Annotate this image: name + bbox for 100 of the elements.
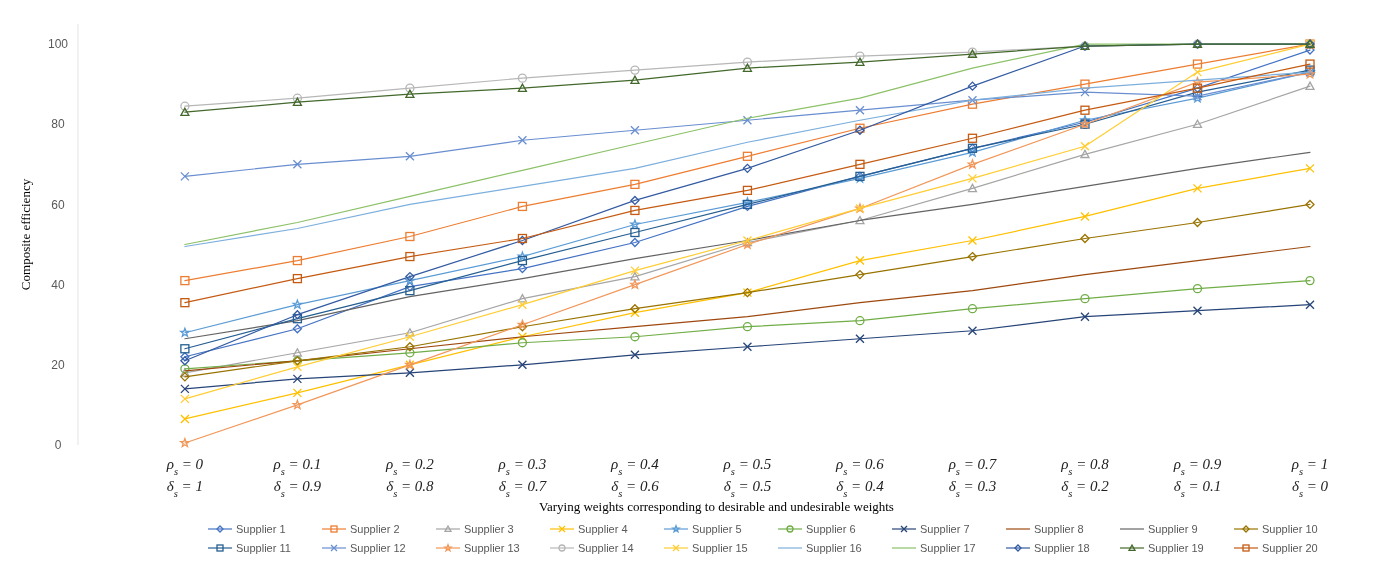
point: [1192, 67, 1203, 77]
point: [1192, 283, 1203, 294]
point: [405, 251, 415, 262]
point: [292, 299, 303, 309]
point: [292, 314, 303, 324]
point: [742, 342, 753, 352]
y-tick-label: 20: [51, 358, 65, 373]
point: [1080, 149, 1090, 159]
point: [1080, 141, 1090, 151]
point: [517, 251, 528, 261]
point: [630, 205, 640, 216]
point: [630, 237, 640, 248]
point: [1305, 199, 1315, 210]
point: [630, 227, 640, 238]
point: [180, 394, 190, 404]
point: [855, 255, 865, 266]
point: [630, 75, 640, 84]
x-tick-label: ρ$_{s}$ = 0.9 δ$_{s}$ = 0.1: [1172, 456, 1222, 499]
point: [405, 348, 415, 358]
point: [855, 159, 865, 169]
point: [405, 342, 415, 352]
x-tick-label: ρ$_{s}$ = 0.2 δ$_{s}$ = 0.8: [385, 456, 435, 499]
legend-label: Supplier 3: [464, 522, 514, 535]
point: [517, 201, 528, 212]
point: [180, 356, 190, 366]
point: [180, 372, 190, 382]
legend-label: Supplier 17: [920, 541, 976, 554]
point: [405, 271, 415, 282]
point: [630, 279, 640, 289]
point: [1080, 294, 1090, 304]
point: [1080, 233, 1090, 244]
point: [517, 300, 528, 310]
point: [967, 326, 978, 336]
point: [1305, 275, 1315, 286]
point: [180, 275, 190, 286]
legend-label: Supplier 5: [692, 522, 742, 535]
point: [1305, 45, 1315, 55]
point: [405, 332, 415, 342]
point: [292, 93, 303, 103]
point: [630, 271, 640, 281]
point: [292, 348, 303, 357]
point: [967, 81, 978, 91]
y-tick-label: 0: [54, 438, 62, 453]
legend-label: Supplier 13: [464, 541, 520, 554]
point: [967, 173, 978, 184]
legend-label: Supplier 19: [1148, 541, 1204, 554]
point: [742, 151, 753, 161]
legend-label: Supplier 2: [350, 522, 400, 535]
point: [967, 304, 978, 314]
point: [630, 332, 640, 342]
y-tick-label: 80: [51, 117, 65, 132]
point: [292, 97, 303, 107]
point: [630, 304, 640, 314]
point: [855, 316, 865, 326]
point: [855, 105, 865, 115]
point: [180, 107, 190, 117]
point: [742, 185, 753, 196]
point: [180, 437, 190, 448]
point: [855, 269, 865, 280]
point: [630, 195, 640, 206]
point: [292, 255, 303, 266]
point: [517, 294, 528, 303]
point: [517, 73, 528, 83]
y-tick-label: 100: [47, 37, 69, 52]
point: [517, 338, 528, 348]
x-tick-label: ρ$_{s}$ = 0.7 δ$_{s}$ = 0.3: [947, 456, 998, 499]
point: [630, 219, 640, 229]
point: [967, 251, 978, 262]
point: [405, 231, 415, 242]
point: [1305, 81, 1315, 90]
point: [180, 344, 190, 354]
legend-label: Supplier 16: [806, 541, 862, 554]
point: [1080, 79, 1090, 89]
point: [967, 95, 978, 105]
point: [405, 89, 415, 99]
point: [180, 327, 190, 337]
point: [1080, 105, 1090, 115]
point: [405, 275, 415, 285]
point: [967, 133, 978, 143]
point: [967, 99, 978, 109]
x-tick-label: ρ$_{s}$ = 1 δ$_{s}$ = 0: [1290, 456, 1329, 499]
point: [517, 83, 528, 92]
x-tick-label: ρ$_{s}$ = 0.4 δ$_{s}$ = 0.6: [610, 456, 660, 499]
x-tick-label: ρ$_{s}$ = 0.8 δ$_{s}$ = 0.2: [1060, 456, 1110, 499]
legend-label: Supplier 10: [1262, 522, 1318, 535]
point: [1080, 312, 1090, 322]
point: [630, 179, 640, 190]
point: [1305, 59, 1315, 69]
point: [967, 159, 978, 169]
point: [292, 388, 303, 398]
point: [630, 125, 640, 135]
legend-label: Supplier 7: [920, 522, 970, 535]
point: [1192, 217, 1203, 228]
x-tick-label: ρ$_{s}$ = 0.5 δ$_{s}$ = 0.5: [722, 456, 772, 499]
point: [292, 399, 303, 410]
point: [292, 374, 303, 384]
point: [742, 322, 753, 332]
x-axis-title: Varying weights corresponding to desirable and undesirable weights: [539, 499, 894, 514]
point: [1080, 87, 1090, 97]
x-tick-label: ρ$_{s}$ = 0.6 δ$_{s}$ = 0.4: [835, 456, 885, 499]
